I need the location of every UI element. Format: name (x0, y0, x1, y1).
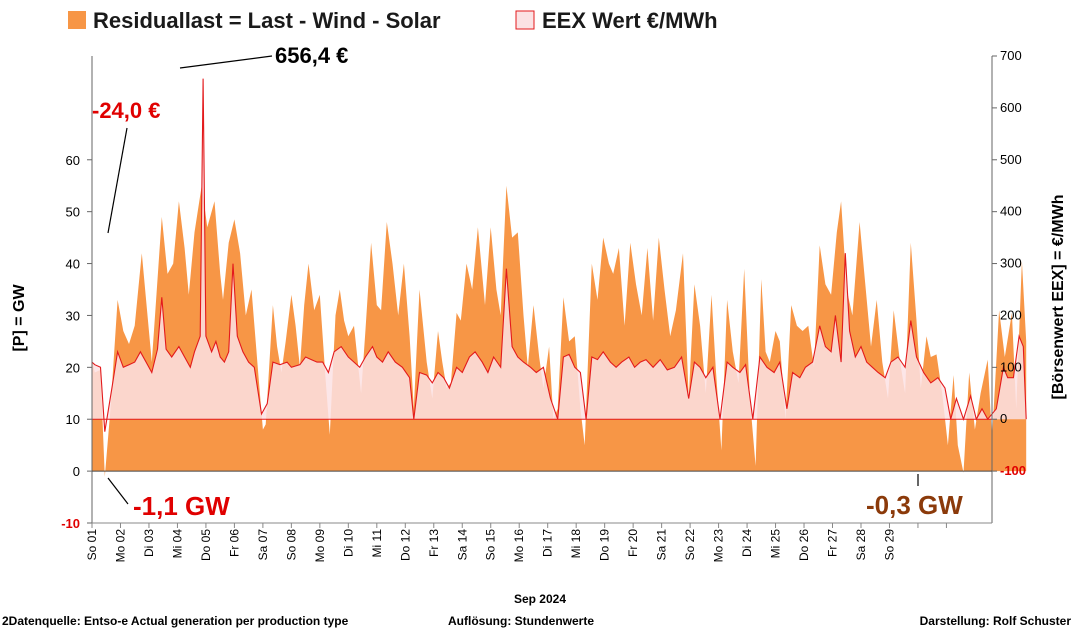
y-right-tick-label: 700 (1000, 48, 1022, 63)
annotation-min-residual-1: -1,1 GW (133, 491, 230, 521)
eex-series (91, 78, 1027, 432)
x-tick-label: So 01 (85, 529, 99, 561)
annotations: 656,4 € -24,0 € -1,1 GW -0,3 GW (92, 43, 963, 521)
legend-swatch-residual (68, 11, 86, 29)
x-tick-label: Mi 11 (370, 529, 384, 558)
y-right-title: [Börsenwert EEX] = €/MWh (1050, 195, 1067, 400)
x-tick-label: Di 24 (740, 529, 754, 557)
x-tick-label: Do 12 (398, 529, 412, 561)
y-left-title: [P] = GW (11, 284, 28, 352)
y-right-tick-label: 100 (1000, 359, 1022, 374)
x-tick-label: Do 05 (199, 529, 213, 561)
x-tick-label: Sa 07 (256, 529, 270, 561)
y-left-tick-label: 10 (66, 412, 80, 427)
x-tick-label: Mo 09 (313, 529, 327, 563)
x-ticks: So 01 Mo 02 Di 03 Mi 04 Do 05 Fr 06 Sa 07 So 08… (85, 523, 947, 563)
x-tick-label: Mo 02 (114, 529, 128, 563)
x-tick-label: Di 10 (341, 529, 355, 557)
y-right-ticks: 700 600 500 400 300 200 100 0 -100 (992, 48, 1026, 478)
x-tick-label: Di 17 (541, 529, 555, 557)
y-left-tick-label: 60 (66, 153, 80, 168)
legend-label-residual: Residuallast = Last - Wind - Solar (93, 8, 441, 33)
x-tick-label: So 15 (484, 529, 498, 561)
x-tick-label: Sa 28 (854, 529, 868, 561)
eex-area (92, 78, 1027, 432)
y-right-tick-label: 600 (1000, 100, 1022, 115)
x-tick-label: Fr 20 (626, 529, 640, 557)
x-tick-label: Mi 25 (769, 529, 783, 559)
x-tick-label: Sa 14 (455, 529, 469, 561)
annotation-min-price: -24,0 € (92, 98, 161, 123)
x-tick-label: So 22 (683, 529, 697, 561)
eex-line (91, 78, 1027, 432)
x-tick-label: Fr 06 (227, 529, 241, 557)
annotation-min-residual-1-leader (107, 477, 129, 505)
x-tick-label: Di 03 (142, 529, 156, 557)
annotation-min-price-leader (107, 127, 128, 234)
y-left-tick-label: -10 (61, 516, 80, 531)
annotation-min-residual-2: -0,3 GW (866, 490, 963, 520)
y-left-tick-label: 50 (66, 205, 80, 220)
y-left-tick-label: 40 (66, 257, 80, 272)
x-tick-label: Mo 23 (712, 529, 726, 563)
legend-label-eex: EEX Wert €/MWh (542, 8, 718, 33)
y-right-tick-label: 0 (1000, 411, 1007, 426)
x-tick-label: Mi 18 (569, 529, 583, 559)
x-tick-label: Do 26 (797, 529, 811, 561)
x-tick-label: So 29 (883, 529, 897, 561)
footer-source: 2Datenquelle: Entso-e Actual generation … (2, 614, 349, 628)
annotation-max-price: 656,4 € (275, 43, 348, 68)
y-right-tick-label: 300 (1000, 256, 1022, 271)
x-tick-label: Fr 27 (826, 529, 840, 557)
x-tick-label: Sa 21 (655, 529, 669, 561)
axes (91, 56, 993, 524)
x-tick-label: Do 19 (598, 529, 612, 561)
y-left-ticks: 60 50 40 30 20 10 0 -10 (61, 153, 92, 531)
footer-resolution: Auflösung: Stundenwerte (448, 614, 594, 628)
y-right-tick-label: 200 (1000, 307, 1022, 322)
footer-author: Darstellung: Rolf Schuster (920, 614, 1072, 628)
y-left-tick-label: 30 (66, 308, 80, 323)
annotation-max-price-leader (179, 55, 273, 69)
legend-swatch-eex (515, 10, 535, 30)
y-right-tick-label: 500 (1000, 152, 1022, 167)
x-tick-label: Mi 04 (170, 529, 184, 559)
y-right-tick-label: -100 (1000, 463, 1026, 478)
y-left-tick-label: 20 (66, 360, 80, 375)
x-tick-label: Mo 16 (512, 529, 526, 563)
y-left-tick-label: 0 (73, 464, 80, 479)
x-tick-label: So 08 (284, 529, 298, 561)
y-right-tick-label: 400 (1000, 204, 1022, 219)
x-title: Sep 2024 (514, 592, 566, 606)
x-tick-label: Fr 13 (427, 529, 441, 557)
